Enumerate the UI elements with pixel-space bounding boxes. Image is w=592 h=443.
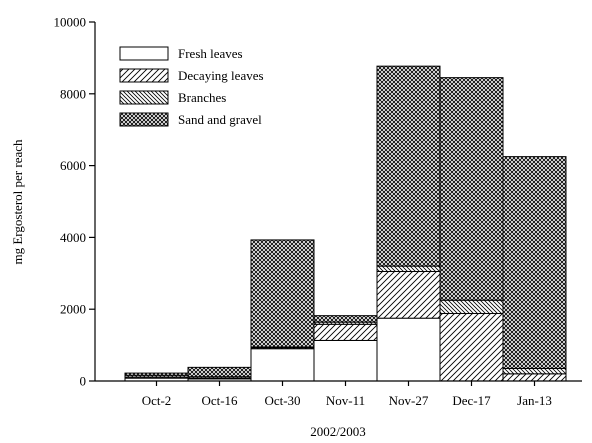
bar-segment <box>439 299 504 315</box>
bar-segment <box>376 317 441 382</box>
x-tick-label: Nov-11 <box>326 393 365 408</box>
bar-segment <box>439 313 504 382</box>
legend-label: Fresh leaves <box>178 46 243 61</box>
y-tick-label: 10000 <box>54 15 87 30</box>
bar-segment <box>502 373 567 382</box>
x-tick-label: Dec-17 <box>452 393 491 408</box>
legend-swatch <box>119 112 169 127</box>
bar-segment <box>502 156 567 369</box>
y-tick-label: 6000 <box>60 158 86 173</box>
bar-segment <box>376 265 441 273</box>
x-tick-label: Nov-27 <box>389 393 429 408</box>
bar-segment <box>250 348 315 382</box>
x-axis-label: 2002/2003 <box>310 424 366 439</box>
x-tick-label: Oct-30 <box>264 393 300 408</box>
x-tick-label: Oct-2 <box>142 393 172 408</box>
bar-segment <box>439 77 504 301</box>
bar-segment <box>124 372 189 376</box>
bar-segment <box>313 323 378 341</box>
bar-segment <box>502 367 567 375</box>
x-tick-label: Jan-13 <box>517 393 552 408</box>
bar-segment <box>250 239 315 348</box>
y-tick-label: 4000 <box>60 230 86 245</box>
y-tick-label: 2000 <box>60 302 86 317</box>
bar-segment <box>187 366 252 378</box>
x-tick-label: Oct-16 <box>201 393 238 408</box>
bar-segment <box>376 271 441 319</box>
legend-swatch <box>119 68 169 83</box>
bar-segment <box>313 315 378 323</box>
legend-label: Branches <box>178 90 226 105</box>
y-axis-label: mg Ergosterol per reach <box>10 139 25 265</box>
legend-swatch <box>119 46 169 61</box>
y-tick-label: 8000 <box>60 86 86 101</box>
bar-segment <box>313 339 378 382</box>
legend-label: Decaying leaves <box>178 68 264 83</box>
legend-label: Sand and gravel <box>178 112 262 127</box>
legend-swatch <box>119 90 169 105</box>
bar-segment <box>376 65 441 267</box>
y-tick-label: 0 <box>80 374 87 389</box>
